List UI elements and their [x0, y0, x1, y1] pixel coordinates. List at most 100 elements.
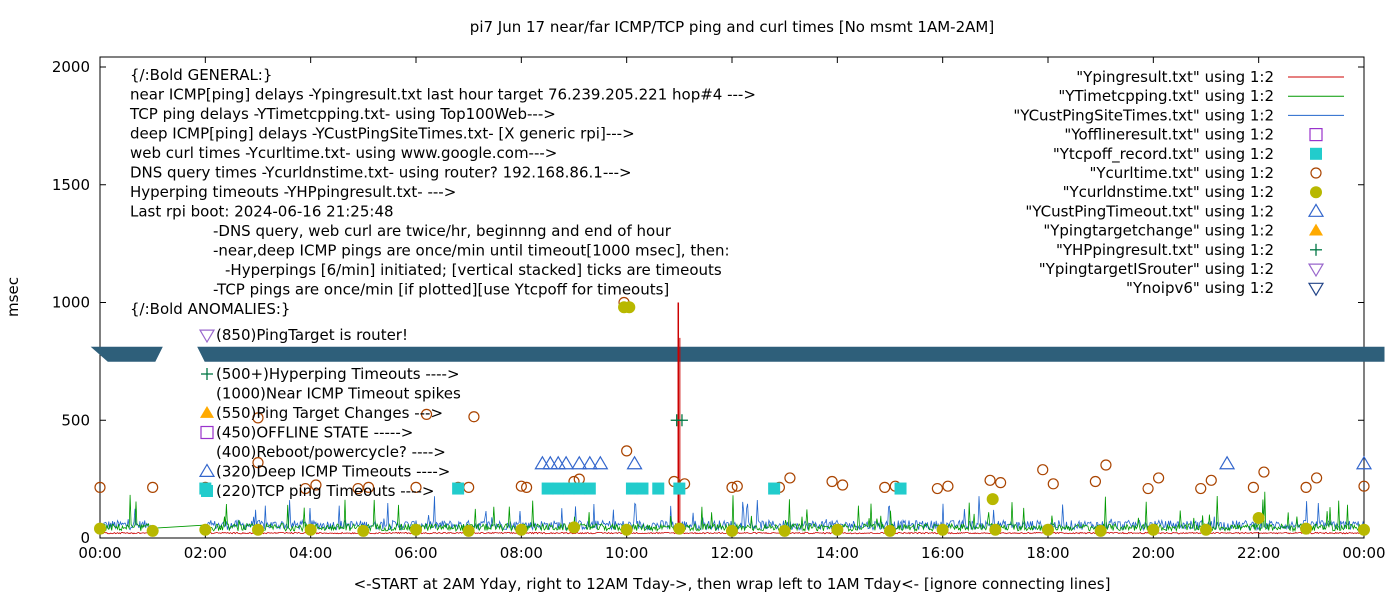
data-point	[468, 411, 480, 423]
data-point	[626, 455, 643, 470]
data-point	[583, 482, 596, 495]
data-point	[636, 482, 649, 495]
legend-label: "Ypingresult.txt" using 1:2	[1076, 68, 1274, 86]
data-point	[894, 482, 907, 495]
data-point	[1147, 523, 1160, 536]
data-point	[1300, 522, 1313, 535]
data-marks	[90, 296, 1385, 537]
chart-title: pi7 Jun 17 near/far ICMP/TCP ping and cu…	[470, 18, 994, 36]
annotation-line: {/:Bold GENERAL:}	[130, 66, 272, 84]
x-tick-label: 12:00	[710, 544, 753, 562]
data-point	[462, 524, 475, 537]
annotations: {/:Bold GENERAL:} near ICMP[ping] delays …	[129, 66, 756, 500]
annotation-line: -TCP pings are once/min [if plotted][use…	[213, 281, 669, 299]
data-point	[942, 480, 954, 492]
x-tick-label: 02:00	[184, 544, 227, 562]
annotation-line: deep ICMP[ping] delays -YCustPingSiteTim…	[130, 125, 635, 143]
legend-label: "YCustPingTimeout.txt" using 1:2	[1025, 202, 1274, 220]
data-point	[1089, 475, 1102, 488]
data-point	[731, 480, 743, 492]
annotation-line: Hyperping timeouts -YHPpingresult.txt- -…	[130, 183, 456, 201]
data-point	[726, 481, 738, 493]
annotation-line: DNS query times -Ycurldnstime.txt- using…	[130, 164, 632, 182]
data-point	[673, 482, 686, 495]
data-point	[1200, 523, 1212, 536]
data-point	[304, 523, 317, 536]
data-point	[357, 524, 370, 537]
legend-marker	[1307, 203, 1325, 217]
legend-marker	[1309, 128, 1323, 142]
x-tick-label: 08:00	[500, 544, 543, 562]
legend-marker	[1307, 263, 1325, 278]
data-point	[558, 455, 575, 470]
annotation-line: {/:Bold ANOMALIES:}	[130, 300, 290, 318]
data-point	[534, 455, 551, 470]
data-point	[571, 455, 588, 470]
anomaly-marker	[198, 329, 216, 344]
data-point	[1358, 523, 1370, 536]
data-point	[562, 482, 575, 495]
legend-label: "Ytcpoff_record.txt" using 1:2	[1053, 145, 1274, 164]
annotation-line: near ICMP[ping] delays -Ypingresult.txt …	[130, 86, 756, 104]
data-point	[252, 412, 264, 424]
data-point	[1355, 455, 1373, 470]
y-tick-label: 500	[61, 411, 90, 429]
data-point	[1152, 472, 1165, 484]
y-tick-label: 2000	[52, 58, 90, 76]
annotation-line: -Hyperpings [6/min] initiated; [vertical…	[225, 261, 722, 279]
data-point	[581, 455, 598, 470]
data-point	[931, 482, 944, 495]
data-point	[1142, 482, 1154, 495]
data-point	[550, 455, 567, 470]
data-point	[620, 523, 633, 536]
anomaly-marker	[200, 425, 214, 440]
data-point	[989, 523, 1002, 536]
data-point	[673, 522, 686, 535]
data-point	[552, 482, 565, 495]
legend-label: "Ycurltime.txt" using 1:2	[1089, 164, 1274, 182]
data-point	[831, 523, 844, 536]
data-point	[452, 482, 465, 495]
data-point	[363, 481, 375, 493]
data-point	[1042, 523, 1054, 536]
data-point	[1047, 478, 1059, 490]
legend-marker	[1307, 282, 1325, 297]
annotation-line: -DNS query, web curl are twice/hr, begin…	[213, 222, 672, 240]
data-point	[410, 523, 422, 536]
data-point	[573, 482, 586, 495]
data-point	[352, 482, 364, 495]
data-point	[542, 455, 559, 470]
legend-label: "Yofflineresult.txt" using 1:2	[1064, 126, 1274, 144]
annotation-line: -near,deep ICMP pings are once/min until…	[213, 242, 730, 260]
data-point	[199, 523, 212, 536]
anomaly-line: (550)Ping Target Changes --->	[216, 404, 443, 422]
legend-marker	[1310, 243, 1322, 256]
y-tick-label: 0	[80, 529, 90, 547]
annotation-line: Last rpi boot: 2024-06-16 21:25:48	[130, 203, 394, 221]
data-point	[299, 482, 311, 495]
x-tick-label: 10:00	[605, 544, 648, 562]
anomaly-marker	[201, 368, 213, 380]
data-point	[984, 474, 996, 486]
legend-label: "YHPpingresult.txt" using 1:2	[1056, 241, 1274, 259]
data-point	[1100, 459, 1112, 471]
data-point	[1258, 466, 1270, 478]
anomaly-line: (1000)Near ICMP Timeout spikes	[216, 385, 461, 403]
data-point	[252, 523, 264, 536]
data-point	[94, 481, 106, 493]
legend: "Ypingresult.txt" using 1:2"YTimetcpping…	[1013, 68, 1344, 297]
anomaly-line: (400)Reboot/powercycle? ---->	[216, 443, 446, 461]
data-point	[1358, 480, 1370, 492]
data-point	[652, 482, 665, 495]
data-point	[1037, 464, 1049, 476]
y-axis-label: msec	[4, 277, 22, 317]
anomaly-marker	[198, 463, 216, 477]
annotation-line: web curl times -Ycurltime.txt- using www…	[130, 144, 557, 162]
data-point	[1252, 511, 1265, 524]
legend-marker	[1310, 147, 1322, 160]
axis-ticks: 00:00 02:00 04:00 06:00 08:00 10:00 12:00 14:00…	[52, 57, 1386, 562]
anomaly-marker	[201, 485, 213, 497]
legend-label: "Ycurldnstime.txt" using 1:2	[1063, 183, 1274, 201]
legend-label: "YpingtargetISrouter" using 1:2	[1039, 260, 1274, 278]
